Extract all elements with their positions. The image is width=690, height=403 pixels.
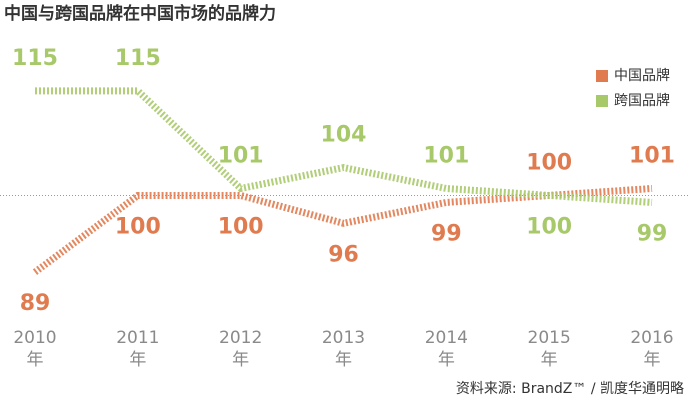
- x-tick-label: 2010 年: [13, 328, 56, 370]
- x-tick-year: 2012: [219, 328, 262, 348]
- x-tick-unit: 年: [335, 350, 352, 370]
- value-label: 99: [431, 221, 462, 246]
- x-tick-label: 2011 年: [116, 328, 159, 370]
- value-label: 100: [526, 150, 572, 175]
- x-tick-year: 2015: [528, 328, 571, 348]
- x-tick-year: 2010: [13, 328, 56, 348]
- chart-title: 中国与跨国品牌在中国市场的品牌力: [4, 3, 276, 24]
- value-label: 99: [637, 221, 668, 246]
- x-tick-label: 2013 年: [322, 328, 365, 370]
- legend-swatch: [596, 70, 608, 82]
- x-tick-label: 2012 年: [219, 328, 262, 370]
- x-tick-label: 2016 年: [630, 328, 673, 370]
- x-tick-unit: 年: [129, 350, 146, 370]
- value-label: 115: [12, 46, 58, 71]
- value-label: 104: [321, 123, 367, 148]
- source: 资料来源: BrandZ™ / 凯度华通明略: [456, 381, 684, 397]
- x-tick-unit: 年: [232, 350, 249, 370]
- value-label: 89: [20, 291, 51, 316]
- legend-swatch: [596, 95, 608, 107]
- x-tick-unit: 年: [27, 350, 44, 370]
- value-label: 115: [115, 46, 161, 71]
- x-tick-year: 2016: [630, 328, 673, 348]
- value-label: 101: [423, 143, 469, 168]
- legend-label: 跨国品牌: [614, 92, 670, 109]
- value-label: 100: [526, 214, 572, 239]
- legend-label: 中国品牌: [614, 67, 670, 84]
- value-label: 101: [218, 143, 264, 168]
- series-line: [35, 87, 653, 206]
- value-label: 100: [115, 214, 161, 239]
- x-tick-year: 2014: [425, 328, 468, 348]
- value-label: 101: [629, 143, 675, 168]
- x-tick-year: 2013: [322, 328, 365, 348]
- x-tick-label: 2014 年: [425, 328, 468, 370]
- x-tick-unit: 年: [644, 350, 661, 370]
- x-tick-unit: 年: [438, 350, 455, 370]
- x-tick-unit: 年: [541, 350, 558, 370]
- x-tick-year: 2011: [116, 328, 159, 348]
- x-tick-label: 2015 年: [528, 328, 571, 370]
- value-label: 100: [218, 214, 264, 239]
- value-label: 96: [328, 242, 359, 267]
